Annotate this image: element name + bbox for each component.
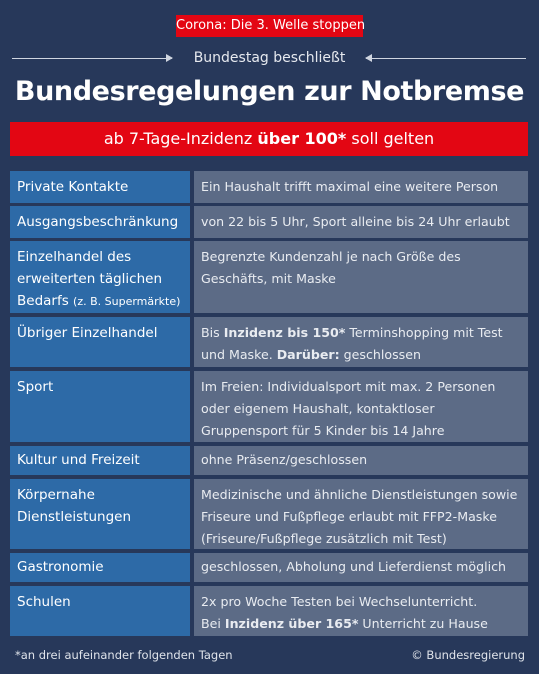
row-label-sport: Sport	[10, 371, 190, 442]
value-pre: Bis	[201, 325, 224, 340]
banner-bold: über 100*	[257, 129, 347, 148]
page-title: Bundesregelungen zur Notbremse	[14, 76, 525, 107]
label-note: (z. B. Supermärkte)	[73, 295, 181, 308]
label-line: Bedarfs (z. B. Supermärkte)	[17, 290, 183, 313]
subheadline: Bundestag beschließt	[193, 50, 346, 66]
row-label-koerpernahe: Körpernahe Dienstleistungen	[10, 479, 190, 549]
row-value-private-kontakte: Ein Haushalt trifft maximal eine weitere…	[194, 171, 528, 203]
value-line: (Friseure/Fußpflege zusätzlich mit Test)	[201, 531, 447, 546]
footnote: *an drei aufeinander folgenden Tagen	[15, 648, 233, 662]
value-line: Friseure und Fußpflege erlaubt mit FFP2-…	[201, 509, 497, 524]
row-value-schulen: 2x pro Woche Testen bei Wechselunterrich…	[194, 586, 528, 636]
value-line: Medizinische und ähnliche Dienstleistung…	[201, 487, 518, 502]
banner-post: soll gelten	[346, 129, 435, 148]
value-pre: Bei	[201, 616, 225, 631]
arrow-left-icon	[365, 54, 526, 62]
value-post: geschlossen	[339, 347, 421, 362]
row-value-einzelhandel-bedarf: Begrenzte Kundenzahl je nach Größe des G…	[194, 241, 528, 313]
row-label-ausgang: Ausgangsbeschränkung	[10, 206, 190, 238]
value-line: Geschäfts, mit Maske	[201, 271, 336, 286]
label-line: erweiterten täglichen	[17, 271, 163, 287]
value-line: und Maske. Darüber: geschlossen	[201, 344, 521, 366]
arrow-right-icon	[12, 54, 173, 62]
row-label-gastronomie: Gastronomie	[10, 553, 190, 582]
topic-tag: Corona: Die 3. Welle stoppen	[176, 15, 365, 37]
value-line: Bis Inzidenz bis 150* Terminshopping mit…	[201, 322, 521, 344]
value-post: Unterricht zu Hause	[358, 616, 488, 631]
value-bold: Inzidenz über 165*	[224, 616, 359, 631]
value-line: Begrenzte Kundenzahl je nach Größe des	[201, 249, 461, 264]
label-line: Einzelhandel des	[17, 249, 132, 265]
incidence-banner: ab 7-Tage-Inzidenz über 100* soll gelten	[10, 122, 528, 156]
value-line: Im Freien: Individualsport mit max. 2 Pe…	[201, 379, 496, 394]
credit: © Bundesregierung	[411, 648, 525, 662]
row-label-kultur: Kultur und Freizeit	[10, 446, 190, 475]
label-line: Körpernahe	[17, 487, 95, 503]
value-line: oder eigenem Haushalt, kontaktloser	[201, 401, 435, 416]
row-label-uebriger-einzelhandel: Übriger Einzelhandel	[10, 317, 190, 367]
value-line: Gruppensport für 5 Kinder bis 14 Jahre	[201, 423, 445, 438]
value-bold: Darüber:	[276, 347, 340, 362]
row-value-ausgang: von 22 bis 5 Uhr, Sport alleine bis 24 U…	[194, 206, 528, 238]
label-line-text: Bedarfs	[17, 293, 69, 309]
value-bold: Inzidenz bis 150*	[223, 325, 346, 340]
row-value-kultur: ohne Präsenz/geschlossen	[194, 446, 528, 475]
value-line: 2x pro Woche Testen bei Wechselunterrich…	[201, 594, 478, 609]
row-value-sport: Im Freien: Individualsport mit max. 2 Pe…	[194, 371, 528, 442]
value-line: Bei Inzidenz über 165* Unterricht zu Hau…	[201, 613, 521, 635]
row-label-einzelhandel-bedarf: Einzelhandel des erweiterten täglichen B…	[10, 241, 190, 313]
row-label-private-kontakte: Private Kontakte	[10, 171, 190, 203]
value-post: Terminshopping mit Test	[345, 325, 503, 340]
banner-pre: ab 7-Tage-Inzidenz	[103, 129, 258, 148]
row-value-uebriger-einzelhandel: Bis Inzidenz bis 150* Terminshopping mit…	[194, 317, 528, 367]
row-label-schulen: Schulen	[10, 586, 190, 636]
row-value-gastronomie: geschlossen, Abholung und Lieferdienst m…	[194, 553, 528, 582]
label-line: Dienstleistungen	[17, 509, 132, 525]
value-pre: und Maske.	[201, 347, 277, 362]
row-value-koerpernahe: Medizinische und ähnliche Dienstleistung…	[194, 479, 528, 549]
